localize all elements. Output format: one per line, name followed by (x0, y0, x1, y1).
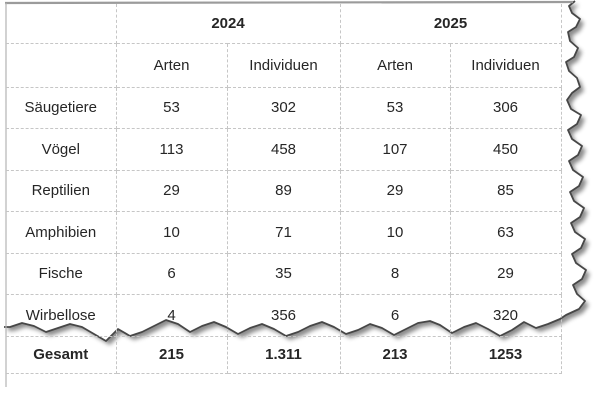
table-row: Vögel 113 458 107 450 (6, 127, 562, 171)
table-cell: 29 (449, 252, 562, 295)
table-cell: 29 (115, 169, 228, 212)
table-row: Fische 6 35 8 29 (6, 252, 562, 295)
table-cell: 10 (339, 210, 451, 254)
table-cell: 450 (449, 127, 562, 171)
table-cell: 85 (449, 169, 562, 212)
table-cell: 113 (115, 127, 228, 171)
table-cell: 320 (449, 293, 562, 337)
row-label: Amphibien (6, 210, 117, 254)
year-header-2025: 2025 (339, 4, 562, 44)
table-cell: 71 (226, 210, 341, 254)
year-header-2024: 2024 (115, 4, 341, 44)
row-label: Wirbellose (6, 293, 117, 337)
table-cell: 356 (226, 293, 341, 337)
table-cell: 29 (339, 169, 451, 212)
table-cell: 63 (449, 210, 562, 254)
table-row: Säugetiere 53 302 53 306 (6, 86, 562, 129)
subheader-cell: Individuen (449, 42, 562, 88)
table-cell: 53 (115, 86, 228, 129)
table-row: Reptilien 29 89 29 85 (6, 169, 562, 212)
row-label: Säugetiere (6, 86, 117, 129)
table-row-years: 2024 2025 (6, 4, 562, 44)
table-cell: 306 (449, 86, 562, 129)
subheader-cell: Arten (115, 42, 228, 88)
table-cell: 35 (226, 252, 341, 295)
table-cell: 458 (226, 127, 341, 171)
corner-cell (6, 4, 117, 44)
subheader-cell: Individuen (226, 42, 341, 88)
total-cell: 215 (115, 335, 228, 374)
row-label: Fische (6, 252, 117, 295)
table-cell: 8 (339, 252, 451, 295)
total-cell: 1.311 (226, 335, 341, 374)
subheader-cell: Arten (339, 42, 451, 88)
table-cell: 4 (115, 293, 228, 337)
paper-top-edge (4, 0, 574, 5)
total-cell: 1253 (449, 335, 562, 374)
table-cell: 89 (226, 169, 341, 212)
table-row: Amphibien 10 71 10 63 (6, 210, 562, 254)
zoo-inventory-table: 2024 2025 Arten Individuen Arten Individ… (6, 4, 562, 374)
table-cell: 107 (339, 127, 451, 171)
table-row: Wirbellose 4 356 6 320 (6, 293, 562, 337)
table-cell: 53 (339, 86, 451, 129)
table-row-subheaders: Arten Individuen Arten Individuen (6, 42, 562, 88)
corner-cell-2 (6, 42, 117, 88)
table-row-total: Gesamt 215 1.311 213 1253 (6, 335, 562, 374)
total-cell: 213 (339, 335, 451, 374)
total-label: Gesamt (6, 335, 117, 374)
row-label: Reptilien (6, 169, 117, 212)
table-cell: 6 (115, 252, 228, 295)
table-cell: 6 (339, 293, 451, 337)
table-cell: 10 (115, 210, 228, 254)
table-cell: 302 (226, 86, 341, 129)
row-label: Vögel (6, 127, 117, 171)
